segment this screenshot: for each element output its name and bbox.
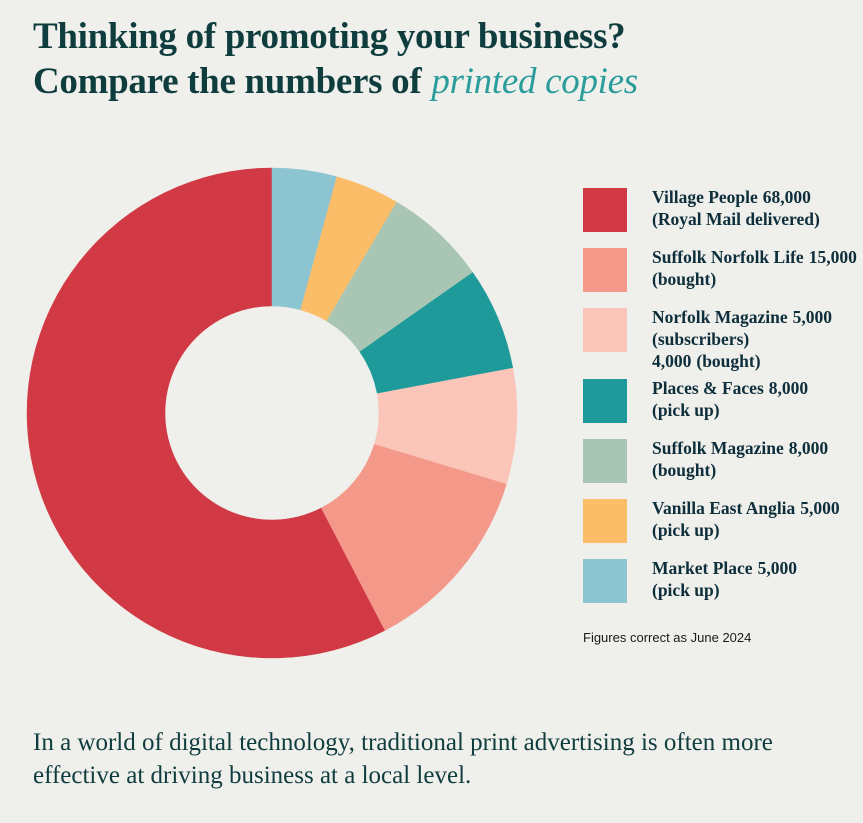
legend-value: 5,000 — [793, 307, 833, 327]
legend-label: Places & Faces 8,000 (pick up) — [652, 378, 808, 420]
legend-note: (bought) — [696, 351, 760, 371]
legend-value: 68,000 — [763, 187, 811, 207]
legend-note: (pick up) — [652, 400, 720, 420]
legend-item: Norfolk Magazine 5,000 (subscribers) 4,000(… — [583, 307, 832, 371]
legend-label: Market Place 5,000 (pick up) — [652, 558, 797, 600]
legend-item: Market Place 5,000 (pick up) — [583, 558, 797, 603]
legend-note: (pick up) — [652, 520, 720, 540]
legend-value: 4,000 — [652, 351, 692, 371]
legend-item: Places & Faces 8,000 (pick up) — [583, 378, 808, 423]
legend-label: Suffolk Norfolk Life 15,000 (bought) — [652, 247, 857, 289]
legend-swatch — [583, 308, 627, 352]
title: Thinking of promoting your business? Com… — [33, 14, 638, 104]
legend-value: 15,000 — [809, 247, 857, 267]
legend-name: Market Place — [652, 558, 753, 578]
title-line: Compare the numbers of — [33, 61, 422, 102]
legend-note: (bought) — [652, 269, 716, 289]
title-line: Thinking of promoting your business? — [33, 16, 626, 57]
legend-swatch — [583, 439, 627, 483]
legend-name: Places & Faces — [652, 378, 764, 398]
legend-note: (subscribers) — [652, 329, 749, 349]
title-highlight: printed copies — [431, 61, 638, 102]
legend-swatch — [583, 559, 627, 603]
donut-slice — [26, 167, 386, 659]
legend-item: Suffolk Norfolk Life 15,000 (bought) — [583, 247, 857, 292]
footnote: Figures correct as June 2024 — [583, 630, 751, 645]
legend-swatch — [583, 499, 627, 543]
legend-note: (Royal Mail delivered) — [652, 209, 820, 229]
legend-note: (pick up) — [652, 580, 720, 600]
caption: In a world of digital technology, tradit… — [33, 729, 773, 789]
legend-swatch — [583, 248, 627, 292]
legend-label: Vanilla East Anglia 5,000 (pick up) — [652, 498, 840, 540]
legend-value: 8,000 — [789, 438, 829, 458]
legend-name: Village People — [652, 187, 758, 207]
legend-item: Suffolk Magazine 8,000 (bought) — [583, 438, 828, 483]
legend-swatch — [583, 379, 627, 423]
donut-slice — [320, 443, 507, 631]
legend-name: Norfolk Magazine — [652, 307, 788, 327]
legend-note: (bought) — [652, 460, 716, 480]
legend-name: Suffolk Norfolk Life — [652, 247, 804, 267]
legend-label: Norfolk Magazine 5,000 (subscribers) 4,000(… — [652, 307, 832, 371]
legend-label: Village People 68,000 (Royal Mail delivere… — [652, 187, 820, 229]
legend-item: Vanilla East Anglia 5,000 (pick up) — [583, 498, 840, 543]
legend-value: 5,000 — [800, 498, 840, 518]
legend-value: 5,000 — [758, 558, 798, 578]
legend-name: Vanilla East Anglia — [652, 498, 796, 518]
legend-value: 8,000 — [769, 378, 809, 398]
legend-label: Suffolk Magazine 8,000 (bought) — [652, 438, 828, 480]
legend-item: Village People 68,000 (Royal Mail delivere… — [583, 187, 820, 232]
legend-swatch — [583, 188, 627, 232]
donut-slice — [271, 167, 337, 311]
legend-name: Suffolk Magazine — [652, 438, 784, 458]
